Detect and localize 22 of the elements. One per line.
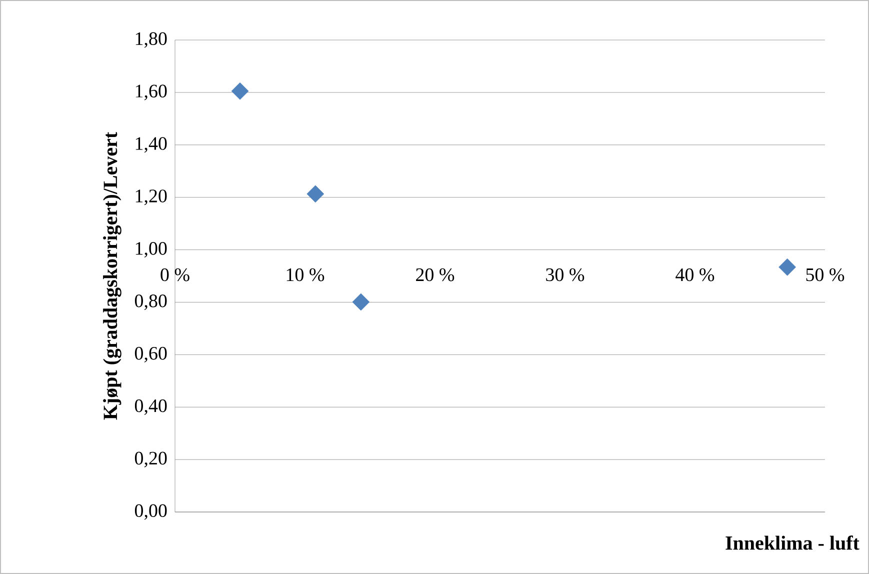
x-tick-label: 30 %	[546, 268, 584, 282]
x-tick-label: 10 %	[286, 268, 324, 282]
y-tick-label: 0,40	[134, 399, 167, 415]
y-axis-title: Kjøpt (graddagskorrigert)/Levert	[103, 132, 122, 420]
x-axis-title: Inneklima - luft	[726, 536, 860, 550]
x-tick-label: 40 %	[676, 268, 714, 282]
point	[352, 293, 370, 311]
x-tick-label: 0 %	[160, 268, 190, 282]
x-tick-label: 20 %	[416, 268, 454, 282]
x-tick-label: 50 %	[806, 268, 844, 282]
y-tick-label: 1,20	[136, 190, 167, 206]
y-tick-label: 0,20	[134, 452, 167, 468]
y-tick-label: 1,00	[136, 242, 167, 258]
y-tick-label: 1,80	[136, 32, 167, 48]
y-tick-label: 0,80	[134, 294, 167, 310]
point	[231, 82, 249, 100]
point	[778, 258, 796, 276]
point	[306, 185, 324, 203]
y-tick-label: 0,00	[134, 504, 167, 520]
y-tick-label: 0,60	[134, 346, 167, 362]
y-tick-label: 1,60	[136, 84, 167, 100]
y-tick-label: 1,40	[136, 137, 167, 153]
